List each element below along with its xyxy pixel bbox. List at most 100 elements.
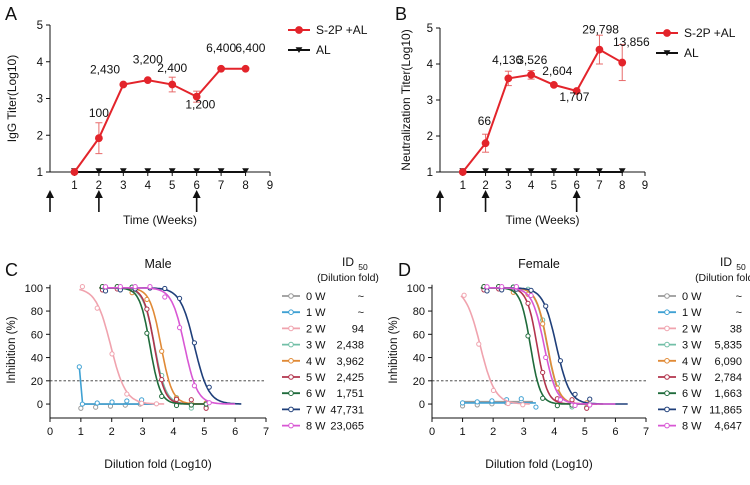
data-point: [177, 325, 183, 331]
y-tick-label: 100: [25, 283, 43, 295]
data-point: [543, 303, 549, 309]
series-4w: [480, 284, 604, 406]
x-tick-label: 5: [169, 180, 175, 192]
data-point: [484, 288, 490, 294]
y-tick-label: 4: [427, 59, 434, 71]
y-tick-label: 20: [413, 376, 425, 388]
x-tick-label: 3: [120, 180, 126, 192]
immunization-arrow: [572, 190, 581, 212]
x-tick-label: 9: [267, 180, 273, 192]
legend-id50-value: ~: [736, 307, 742, 319]
legend-id50-value: 1,751: [336, 388, 364, 400]
immunization-arrow-head: [46, 190, 54, 198]
data-point: [525, 300, 531, 306]
al-series-point: [144, 168, 152, 175]
legend-id50-value: 4,647: [714, 421, 742, 433]
data-point: [499, 284, 505, 290]
x-tick-label: 7: [263, 426, 269, 438]
x-tick-label: 4: [170, 426, 176, 438]
vaccine-series-point: [217, 64, 226, 73]
al-series-point: [504, 168, 512, 175]
x-tick-label: 6: [612, 426, 618, 438]
legend-id50-value: 6,090: [714, 356, 742, 368]
legend-swatch-marker: [664, 293, 670, 299]
legend-id50-value: 94: [352, 323, 364, 335]
immunization-arrow-head: [481, 190, 490, 198]
data-point: [543, 354, 549, 361]
legend-label: 7 W: [306, 404, 326, 416]
legend-id50-value: 47,731: [330, 404, 364, 416]
legend-label: 6 W: [682, 388, 702, 400]
data-point: [191, 383, 198, 389]
legend-swatch-marker: [288, 309, 294, 316]
data-point: [79, 284, 86, 290]
al-series-point: [193, 168, 201, 175]
y-axis-label: Inhibition (%): [6, 316, 18, 383]
vaccine-series-point: [481, 139, 490, 148]
vaccine-series-line: [73, 67, 246, 173]
legend: ID 50(Dilution fold) 0 W ~1 W ~2 W 94 3 W 2,438…: [282, 255, 379, 433]
legend-subtitle: (Dilution fold): [695, 272, 750, 284]
y-tick-label: 80: [31, 306, 43, 318]
legend-swatch-marker: [664, 358, 670, 364]
data-label: 2,430: [90, 63, 120, 77]
legend-swatch-marker: [288, 374, 294, 380]
data-point: [109, 351, 115, 357]
immunization-arrow: [436, 190, 444, 212]
data-point: [554, 403, 560, 409]
data-label: 2,400: [157, 61, 187, 75]
data-point: [76, 364, 82, 370]
x-tick-label: 2: [96, 180, 102, 192]
legend-label: 5 W: [306, 372, 326, 384]
x-tick-label: 2: [109, 426, 115, 438]
immunization-arrow: [192, 190, 201, 212]
x-tick-label: 0: [429, 426, 435, 438]
y-axis-label: Neutralization Titer(Log10): [399, 29, 413, 170]
x-tick-label: 8: [619, 180, 625, 192]
data-point: [587, 402, 593, 408]
y-tick-label: 20: [31, 376, 43, 388]
panel-b: B 1 2 3 4 5 1 2 3 4 5 6 7 8 9 Time (Weeks) Neutralizatio…: [395, 4, 736, 227]
fit-curve: [480, 286, 604, 405]
legend-label: 8 W: [306, 421, 326, 433]
legend-label: 1 W: [306, 307, 326, 319]
fit-curve: [484, 286, 616, 405]
legend-label: AL: [316, 43, 331, 57]
legend-label: 0 W: [306, 291, 326, 303]
data-label: 1,707: [559, 90, 589, 104]
legend-id50-value: 11,865: [709, 404, 742, 416]
data-point: [159, 393, 165, 399]
legend-swatch-marker: [664, 309, 670, 316]
x-tick-label: 6: [232, 426, 238, 438]
data-point: [159, 348, 165, 354]
al-series-point: [482, 168, 489, 175]
vaccine-series-point: [168, 80, 177, 89]
y-axis-label: IgG Titer(Log10): [5, 55, 19, 142]
fit-curve: [480, 286, 604, 405]
vaccine-series-point: [595, 45, 604, 54]
x-tick-label: 2: [482, 180, 488, 192]
data-label: 2,604: [542, 64, 572, 78]
y-tick-label: 40: [31, 353, 43, 365]
legend-swatch-marker: [288, 406, 294, 413]
legend-swatch-marker: [664, 374, 670, 380]
legend-id50-value: 38: [730, 323, 742, 335]
legend-id50-value: ~: [358, 291, 364, 303]
y-tick-label: 0: [419, 399, 425, 411]
y-axis-label: Inhibition (%): [388, 316, 400, 383]
legend-swatch-marker: [663, 50, 671, 57]
data-point: [159, 377, 165, 383]
legend-subtitle: (Dilution fold): [317, 272, 379, 284]
x-tick-label: 1: [460, 180, 466, 192]
legend-label: S-2P +AL: [684, 26, 736, 40]
data-point: [124, 398, 130, 404]
panel-letter: D: [398, 260, 411, 280]
data-point: [144, 330, 150, 336]
y-tick-label: 1: [37, 167, 43, 179]
data-point: [459, 400, 466, 406]
x-tick-label: 0: [47, 426, 53, 438]
data-point: [177, 295, 183, 302]
legend-id50-value: 3,962: [336, 356, 364, 368]
panel-d: D Female 0 20 40 60 80 100 0 1 2 3 4 5 6 7 Dilution fold…: [388, 255, 750, 471]
y-tick-label: 0: [37, 399, 43, 411]
